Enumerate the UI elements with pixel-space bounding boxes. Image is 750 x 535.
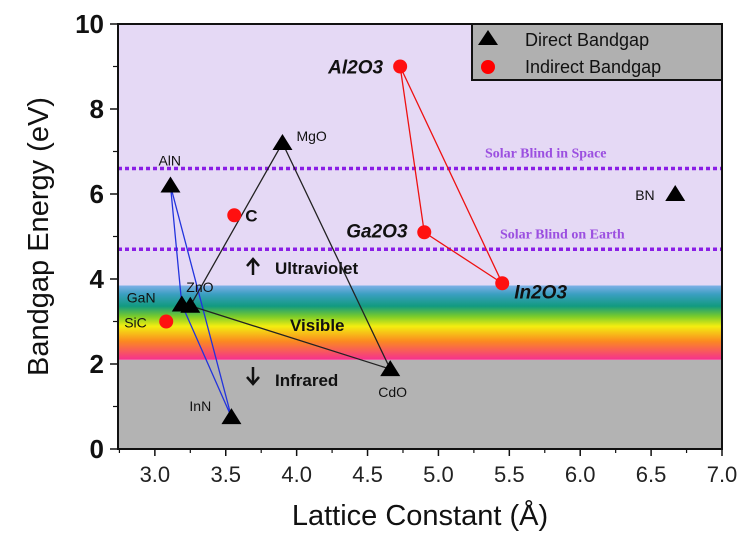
direct-point-inn	[221, 408, 242, 425]
point-label-aln: AlN	[158, 153, 181, 169]
x-tick-label: 6.0	[565, 462, 596, 487]
x-axis-label: Lattice Constant (Å)	[292, 499, 548, 532]
point-label-ga2o3: Ga2O3	[346, 221, 408, 242]
legend-triangle-icon	[478, 30, 498, 45]
arrow-up-icon	[246, 257, 260, 267]
indirect-point-sic	[159, 314, 174, 329]
arrow-down-icon	[246, 376, 260, 386]
indirect-point-c	[227, 208, 242, 223]
point-label-zno: ZnO	[186, 279, 213, 295]
y-axis-label: Bandgap Energy (eV)	[23, 97, 55, 376]
x-tick-label: 3.0	[140, 462, 171, 487]
x-tick-label: 6.5	[636, 462, 667, 487]
direct-point-bn	[665, 185, 686, 201]
x-tick-label: 4.0	[281, 462, 312, 487]
direct-point-cdo	[380, 360, 401, 377]
reference-line-label: Solar Blind on Earth	[500, 227, 625, 242]
y-tick-label: 8	[90, 94, 104, 124]
x-tick-label: 5.0	[423, 462, 454, 487]
legend-box	[471, 23, 723, 81]
point-label-sic: SiC	[124, 315, 147, 331]
y-tick-label: 10	[75, 9, 104, 39]
connection-line	[189, 141, 392, 371]
direct-point-mgo	[272, 134, 293, 150]
y-tick-label: 4	[90, 264, 105, 294]
infrared-label: Infrared	[275, 371, 338, 390]
visible-label: Visible	[290, 316, 345, 335]
point-label-gan: GaN	[127, 290, 156, 306]
point-label-mgo: MgO	[296, 128, 326, 144]
legend-circle-icon	[481, 60, 495, 74]
point-label-bn: BN	[635, 187, 654, 203]
x-tick-label: 4.5	[352, 462, 383, 487]
connection-line	[399, 66, 504, 286]
direct-point-zno	[180, 296, 201, 313]
x-tick-label: 5.5	[494, 462, 525, 487]
indirect-point-in2o3	[495, 276, 510, 291]
legend-label: Direct Bandgap	[525, 30, 649, 50]
point-label-al2o3: Al2O3	[327, 58, 383, 79]
reference-line-label: Solar Blind in Space	[485, 147, 607, 162]
point-label-al2o3-loop-end: Al2O3	[327, 58, 383, 79]
x-tick-label: 3.5	[210, 462, 241, 487]
ultraviolet-label: Ultraviolet	[275, 259, 358, 278]
indirect-point-al2o3	[393, 59, 408, 74]
direct-point-aln	[160, 176, 181, 193]
indirect-point-ga2o3	[417, 225, 432, 240]
y-tick-label: 6	[90, 179, 104, 209]
point-label-c: C	[245, 206, 257, 225]
x-tick-label: 7.0	[707, 462, 738, 487]
region-visible	[118, 285, 722, 360]
point-label-cdo: CdO	[378, 384, 407, 400]
region-infrared	[118, 359, 722, 449]
y-tick-label: 2	[90, 349, 104, 379]
legend-label: Indirect Bandgap	[525, 57, 661, 77]
point-label-inn: InN	[189, 398, 211, 414]
point-label-in2o3: In2O3	[514, 282, 567, 303]
connection-line	[169, 185, 233, 418]
y-tick-label: 0	[90, 434, 104, 464]
